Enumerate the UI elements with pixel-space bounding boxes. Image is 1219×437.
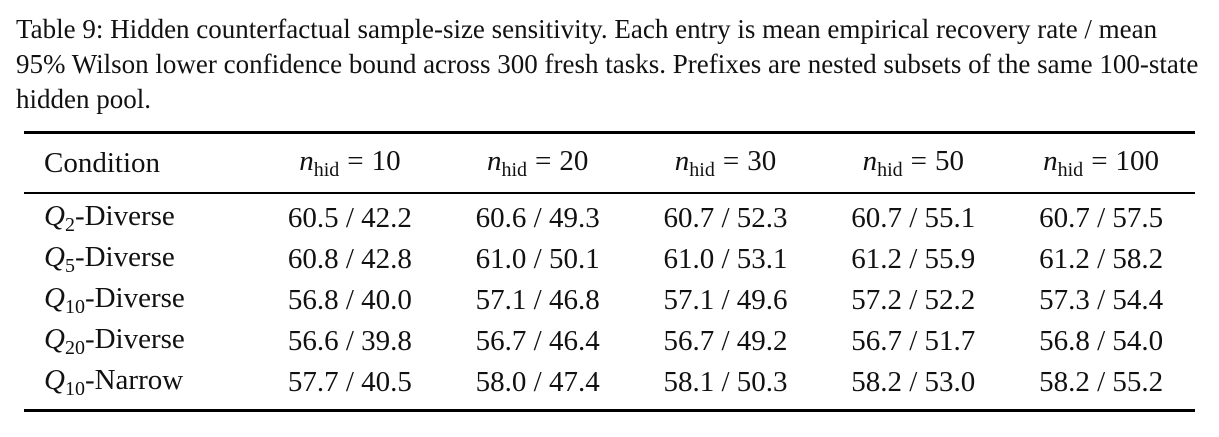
- top-rule: [24, 131, 1195, 134]
- condition-q-sub: 10: [64, 296, 85, 318]
- value-cell: 56.7 / 46.4: [475, 325, 600, 357]
- condition-q-sub: 20: [64, 337, 85, 359]
- column-var: n: [299, 144, 314, 177]
- column-header: nhid = 20: [444, 134, 632, 192]
- value-cell: 57.3 / 54.4: [1039, 284, 1164, 316]
- column-value: 20: [559, 144, 589, 177]
- condition-q-sub: 5: [64, 255, 75, 277]
- condition-label: -Diverse: [74, 200, 175, 232]
- column-eq: =: [722, 144, 740, 177]
- value-cell: 57.7 / 40.5: [287, 366, 412, 398]
- column-sub: hid: [1057, 158, 1084, 181]
- table-row: Q10-Narrow 57.7 / 40.5 58.0 / 47.4 58.1 …: [24, 362, 1195, 403]
- table-row: Q2-Diverse 60.5 / 42.2 60.6 / 49.3 60.7 …: [24, 194, 1195, 239]
- column-value: 50: [935, 144, 964, 177]
- table-grid: Condition nhid = 10 nhid = 20 nhid = 30 nhid = 5…: [24, 134, 1195, 192]
- condition-q: Q: [44, 282, 65, 314]
- table-caption: Table 9: Hidden counterfactual sample-si…: [16, 14, 1199, 114]
- column-header: nhid = 50: [819, 134, 1007, 192]
- value-cell: 58.2 / 53.0: [851, 366, 976, 398]
- value-cell: 61.0 / 53.1: [663, 243, 788, 275]
- column-value: 30: [747, 144, 777, 177]
- table-row: Q10-Diverse 56.8 / 40.0 57.1 / 46.8 57.1…: [24, 280, 1195, 321]
- condition-label: -Diverse: [74, 241, 175, 273]
- column-var: n: [1043, 144, 1058, 177]
- condition-q-sub: 10: [64, 378, 85, 400]
- header-rule: [24, 192, 1195, 194]
- condition-cell: Q2-Diverse: [24, 194, 256, 239]
- column-eq: =: [910, 144, 927, 177]
- condition-q: Q: [44, 241, 65, 273]
- column-eq: =: [1091, 144, 1108, 177]
- bottom-rule: [24, 409, 1195, 412]
- value-cell: 56.8 / 40.0: [287, 284, 412, 316]
- condition-label: -Diverse: [84, 323, 185, 355]
- value-cell: 60.7 / 55.1: [851, 202, 976, 234]
- column-eq: =: [347, 144, 364, 177]
- table-body: Q2-Diverse 60.5 / 42.2 60.6 / 49.3 60.7 …: [24, 194, 1195, 403]
- column-sub: hid: [877, 158, 903, 181]
- condition-label: -Diverse: [84, 282, 185, 314]
- table-row: Q20-Diverse 56.6 / 39.8 56.7 / 46.4 56.7…: [24, 321, 1195, 362]
- value-cell: 58.0 / 47.4: [475, 366, 600, 398]
- value-cell: 60.7 / 52.3: [663, 202, 788, 234]
- value-cell: 61.2 / 55.9: [851, 243, 976, 275]
- column-value: 100: [1115, 144, 1160, 177]
- column-header: nhid = 100: [1007, 134, 1195, 192]
- column-var: n: [862, 144, 878, 177]
- condition-q: Q: [44, 323, 65, 355]
- condition-cell: Q10-Narrow: [24, 362, 256, 403]
- column-header: nhid = 30: [632, 134, 820, 192]
- value-cell: 56.8 / 54.0: [1039, 325, 1164, 357]
- condition-header: Condition: [44, 146, 161, 179]
- value-cell: 61.0 / 50.1: [475, 243, 600, 275]
- results-table: Condition nhid = 10 nhid = 20 nhid = 30 nhid = 5…: [24, 131, 1195, 412]
- value-cell: 60.8 / 42.8: [287, 243, 412, 275]
- column-header: nhid = 10: [256, 134, 444, 192]
- value-cell: 56.6 / 39.8: [287, 325, 412, 357]
- value-cell: 58.1 / 50.3: [663, 366, 788, 398]
- value-cell: 60.7 / 57.5: [1039, 202, 1164, 234]
- condition-cell: Q10-Diverse: [24, 280, 256, 321]
- condition-q-sub: 2: [64, 214, 75, 236]
- header-row: Condition nhid = 10 nhid = 20 nhid = 30 nhid = 5…: [24, 134, 1195, 192]
- value-cell: 61.2 / 58.2: [1039, 243, 1164, 275]
- table-row: Q5-Diverse 60.8 / 42.8 61.0 / 50.1 61.0 …: [24, 239, 1195, 280]
- condition-label: -Narrow: [84, 364, 184, 396]
- column-var: n: [674, 144, 690, 177]
- column-sub: hid: [689, 158, 715, 181]
- value-cell: 56.7 / 51.7: [851, 325, 976, 357]
- condition-q: Q: [44, 200, 65, 232]
- column-sub: hid: [501, 158, 528, 181]
- column-value: 10: [371, 144, 401, 177]
- condition-q: Q: [44, 364, 65, 396]
- condition-cell: Q5-Diverse: [24, 239, 256, 280]
- value-cell: 60.5 / 42.2: [287, 202, 412, 234]
- column-eq: =: [535, 144, 552, 177]
- condition-cell: Q20-Diverse: [24, 321, 256, 362]
- value-cell: 57.1 / 46.8: [475, 284, 600, 316]
- value-cell: 60.6 / 49.3: [475, 202, 600, 234]
- column-var: n: [486, 144, 502, 177]
- column-sub: hid: [313, 158, 340, 181]
- value-cell: 56.7 / 49.2: [663, 325, 788, 357]
- value-cell: 57.2 / 52.2: [851, 284, 976, 316]
- value-cell: 58.2 / 55.2: [1039, 366, 1164, 398]
- value-cell: 57.1 / 49.6: [663, 284, 788, 316]
